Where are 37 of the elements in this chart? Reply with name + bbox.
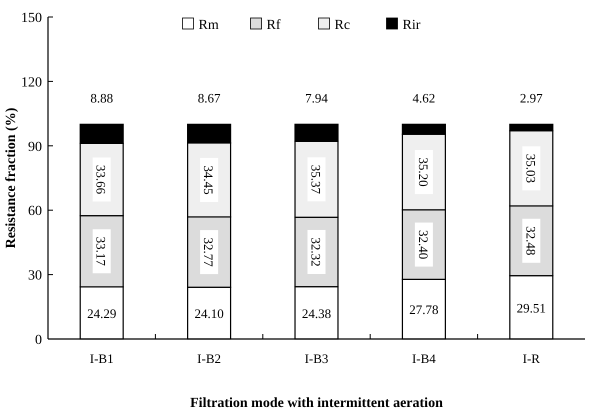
data-label: 4.62 bbox=[412, 90, 436, 106]
y-tick-label: 60 bbox=[28, 204, 42, 220]
y-tick-label: 90 bbox=[28, 140, 42, 155]
legend-label: Rf bbox=[266, 18, 281, 33]
legend-label: Rc bbox=[334, 18, 350, 33]
y-axis-title: Resistance fraction (%) bbox=[4, 107, 19, 248]
x-axis-title: Filtration mode with intermittent aeration bbox=[190, 396, 444, 411]
x-tick-label: I-R bbox=[522, 351, 540, 366]
data-label: 33.66 bbox=[94, 164, 109, 195]
data-label: 27.78 bbox=[409, 302, 439, 318]
data-label: 24.29 bbox=[87, 306, 116, 321]
data-label: 35.03 bbox=[523, 154, 538, 183]
x-tick-label: I-B4 bbox=[412, 351, 436, 366]
data-label: 32.48 bbox=[523, 226, 538, 256]
data-label: 8.88 bbox=[90, 90, 114, 106]
data-label: 8.67 bbox=[198, 90, 221, 106]
x-tick-label: I-B3 bbox=[304, 351, 328, 366]
legend-label: Rm bbox=[198, 18, 219, 33]
y-tick-label: 0 bbox=[35, 333, 42, 348]
data-label: 24.38 bbox=[302, 306, 332, 321]
x-tick-label: I-B1 bbox=[90, 351, 114, 366]
data-label: 35.20 bbox=[416, 157, 431, 187]
data-label: 7.94 bbox=[305, 90, 328, 106]
data-label: 34.45 bbox=[201, 165, 216, 195]
y-tick-label: 150 bbox=[21, 11, 42, 26]
y-tick-label: 30 bbox=[28, 268, 42, 284]
legend-label: Rir bbox=[402, 18, 421, 33]
data-label: 2.97 bbox=[520, 90, 544, 106]
data-label: 33.17 bbox=[94, 236, 109, 266]
data-label: 35.37 bbox=[308, 164, 324, 194]
data-label: 32.77 bbox=[201, 237, 216, 268]
data-label: 32.40 bbox=[416, 230, 431, 260]
y-tick-label: 120 bbox=[21, 75, 42, 90]
x-tick-label: I-B2 bbox=[197, 351, 222, 366]
data-label: 32.32 bbox=[308, 237, 324, 267]
data-label: 29.51 bbox=[516, 300, 546, 316]
data-label: 24.10 bbox=[194, 306, 224, 322]
